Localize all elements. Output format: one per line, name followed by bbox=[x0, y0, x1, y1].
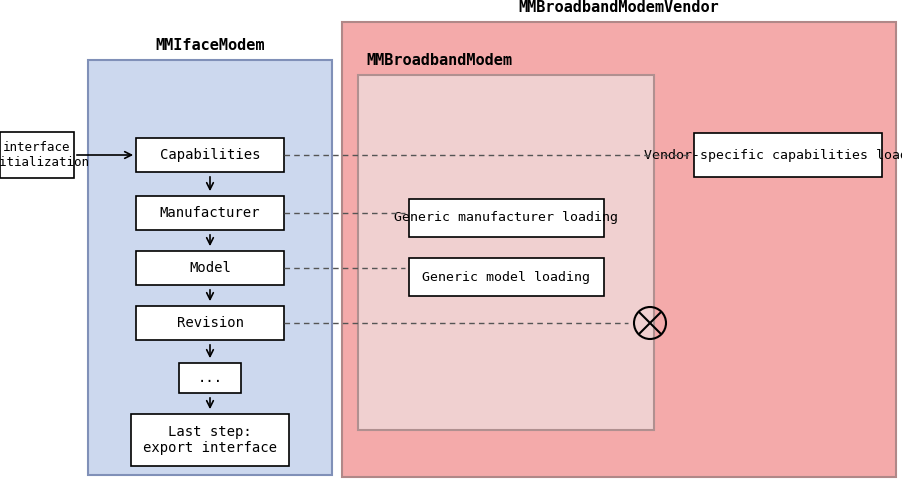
Text: Capabilities: Capabilities bbox=[160, 148, 261, 162]
Bar bbox=[179, 363, 241, 393]
Text: MMBroadbandModem: MMBroadbandModem bbox=[366, 53, 512, 68]
Text: interface
initialization: interface initialization bbox=[0, 141, 89, 169]
Bar bbox=[342, 22, 896, 477]
Bar bbox=[136, 306, 284, 340]
Text: Last step:
export interface: Last step: export interface bbox=[143, 425, 277, 455]
Bar bbox=[136, 138, 284, 172]
Bar bbox=[409, 258, 603, 296]
Bar bbox=[0, 132, 74, 178]
Bar bbox=[358, 75, 654, 430]
Bar bbox=[409, 199, 603, 237]
Bar bbox=[136, 196, 284, 230]
Bar bbox=[136, 251, 284, 285]
Text: Model: Model bbox=[189, 261, 231, 275]
Bar bbox=[131, 414, 289, 466]
Text: Vendor-specific capabilities loading: Vendor-specific capabilities loading bbox=[644, 149, 902, 162]
Text: Generic manufacturer loading: Generic manufacturer loading bbox=[394, 211, 618, 225]
Text: Manufacturer: Manufacturer bbox=[160, 206, 261, 220]
Text: ...: ... bbox=[198, 371, 223, 385]
Text: Revision: Revision bbox=[177, 316, 244, 330]
Text: MMBroadbandModemVendor: MMBroadbandModemVendor bbox=[519, 0, 720, 15]
Bar bbox=[88, 60, 332, 475]
Bar bbox=[694, 133, 882, 177]
Text: Generic model loading: Generic model loading bbox=[422, 270, 590, 283]
Text: MMIfaceModem: MMIfaceModem bbox=[155, 38, 265, 53]
